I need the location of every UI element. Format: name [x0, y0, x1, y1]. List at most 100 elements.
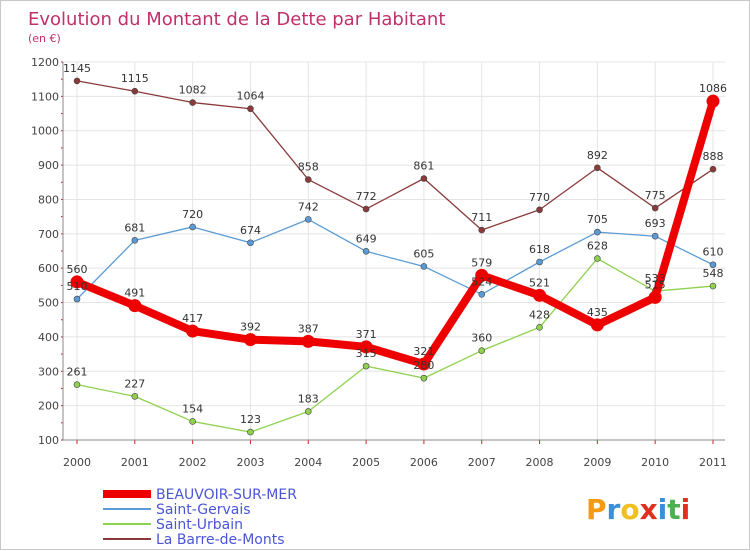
data-label: 618 [529, 243, 550, 256]
data-label: 515 [645, 278, 666, 291]
series-point-1 [73, 295, 81, 303]
axes: 100 200 300 400 500 600 700 800 900 1000 1100 1200 2… [31, 56, 727, 469]
series-lines [70, 77, 720, 436]
series-point-1 [189, 223, 196, 231]
logo-letter: o [620, 493, 639, 526]
logo-letter: P [586, 493, 607, 526]
logo-letter: x [640, 493, 658, 526]
y-tick-label: 100 [38, 434, 59, 447]
data-label: 183 [298, 392, 319, 405]
series-point-3 [709, 165, 717, 173]
series-point-2 [594, 255, 601, 262]
series-point-1 [304, 216, 312, 223]
series-point-2 [362, 362, 370, 370]
series-line-3 [76, 80, 714, 231]
x-tick-label: 2003 [236, 456, 264, 469]
series-point-3 [594, 164, 601, 172]
data-label: 123 [240, 413, 261, 426]
series-point-0 [359, 340, 373, 354]
legend-label: BEAUVOIR-SUR-MER [156, 487, 297, 503]
series-point-0 [590, 318, 604, 332]
data-label: 705 [587, 213, 608, 226]
y-tick-label: 1100 [31, 90, 59, 103]
x-tick-label: 2005 [352, 456, 380, 469]
data-label: 742 [298, 200, 319, 213]
data-label: 674 [240, 224, 261, 237]
data-label: 628 [587, 240, 608, 253]
data-label: 770 [529, 191, 550, 204]
data-label: 605 [413, 247, 434, 260]
x-tick-label: 2000 [63, 456, 91, 469]
series-point-3 [189, 99, 196, 106]
x-tick-label: 2006 [410, 456, 438, 469]
data-label: 154 [182, 402, 203, 415]
data-label: 861 [413, 159, 434, 172]
data-label: 548 [703, 267, 724, 280]
data-label: 1115 [121, 72, 149, 85]
data-label: 858 [298, 161, 319, 174]
series-point-1 [131, 237, 139, 244]
series-point-0 [648, 290, 662, 304]
data-label: 649 [356, 232, 377, 245]
series-point-1 [362, 248, 370, 255]
series-point-0 [70, 275, 84, 289]
data-label: 772 [356, 190, 377, 203]
x-tick-label: 2009 [583, 456, 611, 469]
series-point-3 [478, 226, 486, 234]
data-label: 491 [124, 287, 145, 300]
data-label: 681 [124, 221, 145, 234]
logo-letter: t [667, 493, 680, 526]
data-label: 261 [67, 366, 88, 379]
series-point-2 [131, 393, 139, 400]
series-point-3 [651, 204, 659, 212]
data-label: 387 [298, 322, 319, 335]
series-point-2 [247, 428, 254, 436]
series-point-1 [651, 232, 659, 240]
y-tick-label: 900 [38, 159, 59, 172]
series-point-1 [247, 239, 254, 247]
data-label: 1086 [699, 82, 727, 95]
data-label: 711 [471, 211, 492, 224]
y-tick-label: 800 [38, 193, 59, 206]
series-point-0 [243, 333, 257, 347]
data-label: 888 [703, 150, 724, 163]
chart-title: Evolution du Montant de la Dette par Hab… [28, 9, 445, 30]
data-label: 579 [471, 256, 492, 269]
y-tick-label: 400 [38, 331, 59, 344]
series-point-2 [73, 381, 81, 388]
series-point-0 [417, 357, 431, 371]
data-label: 560 [67, 263, 88, 276]
series-line-2 [76, 257, 714, 433]
data-label: 392 [240, 321, 261, 334]
series-point-2 [709, 282, 717, 290]
y-tick-label: 500 [38, 297, 59, 310]
proxiti-logo: Proxiti [586, 493, 690, 526]
data-label: 1064 [236, 90, 264, 103]
data-label: 321 [413, 345, 434, 358]
series-point-1 [709, 261, 717, 269]
data-label: 360 [471, 332, 492, 345]
y-tick-label: 1200 [31, 56, 59, 69]
data-label: 693 [645, 217, 666, 230]
grid [63, 61, 725, 441]
data-label: 371 [356, 328, 377, 341]
x-tick-label: 2002 [179, 456, 207, 469]
data-label: 280 [413, 359, 434, 372]
y-tick-label: 700 [38, 228, 59, 241]
series-point-1 [594, 228, 601, 236]
data-label: 510 [67, 280, 88, 293]
data-labels: 1145 1115 1082 1064 858 772 861 711 770 892 775 888… [63, 62, 727, 426]
series-point-3 [304, 176, 312, 183]
series-point-0 [128, 299, 142, 313]
data-label: 533 [645, 272, 666, 285]
data-label: 775 [645, 189, 666, 202]
legend: BEAUVOIR-SUR-MERSaint-GervaisSaint-Urbai… [103, 487, 297, 548]
series-point-1 [420, 263, 428, 270]
data-label: 435 [587, 306, 608, 319]
data-label: 610 [703, 246, 724, 259]
series-line-0 [73, 97, 717, 369]
series-point-0 [475, 268, 489, 282]
series-point-2 [478, 347, 486, 354]
